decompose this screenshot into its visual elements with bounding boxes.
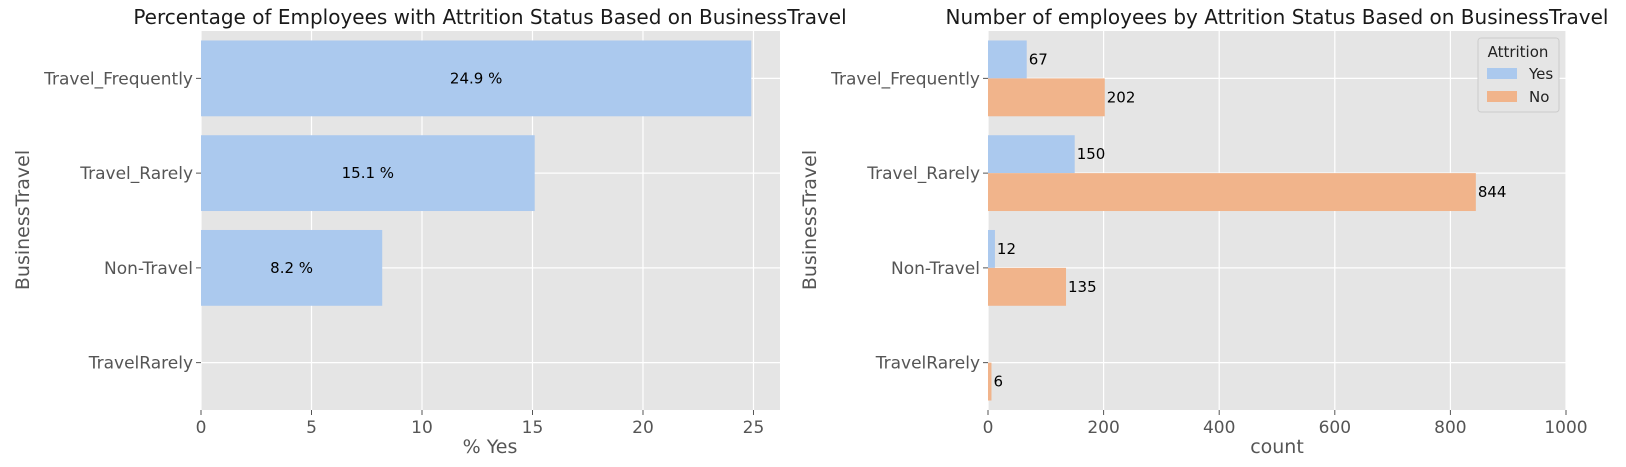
tick-label: 0 — [983, 418, 994, 438]
bar-travel-frequently-no — [988, 78, 1105, 117]
percentage-chart: 24.9 % 15.1 % 8.2 % 0 5 10 15 20 25 Travel_Freq… — [12, 5, 847, 458]
tick-label: 800 — [1434, 418, 1466, 438]
data-label-non-travel: 8.2 % — [270, 259, 313, 277]
data-label-non-travel-yes: 12 — [997, 240, 1016, 258]
tick-label: 20 — [632, 418, 654, 438]
bars: 24.9 % 15.1 % 8.2 % — [201, 40, 752, 306]
data-label-travel-frequently-no: 202 — [1107, 88, 1136, 106]
y-axis-label: BusinessTravel — [799, 150, 821, 290]
tick-label: 1000 — [1544, 418, 1587, 438]
data-label-travel-frequently-yes: 67 — [1029, 50, 1048, 68]
tick-label: 15 — [522, 418, 544, 438]
data-label-travel-frequently: 24.9 % — [450, 69, 502, 87]
x-axis-label: % Yes — [463, 436, 518, 458]
data-label-travel-rarely: 15.1 % — [342, 164, 394, 182]
tick-label: 200 — [1087, 418, 1119, 438]
legend: Attrition Yes No — [1477, 37, 1560, 113]
bar-travel-rarely-no — [988, 173, 1476, 212]
legend-label-yes: Yes — [1528, 65, 1553, 83]
bar-travel-rarely — [201, 135, 535, 212]
data-label-travelrarely-no: 6 — [993, 373, 1003, 391]
bar-non-travel-no — [988, 267, 1067, 306]
bars: 67 202 150 844 12 135 6 — [988, 40, 1507, 401]
tick-label: 600 — [1319, 418, 1351, 438]
tick-label: 400 — [1203, 418, 1235, 438]
chart-title: Number of employees by Attrition Status … — [946, 5, 1609, 29]
chart-title: Percentage of Employees with Attrition S… — [133, 5, 846, 29]
category-label-travel-frequently: Travel_Frequently — [43, 69, 193, 89]
category-label-non-travel: Non-Travel — [104, 259, 193, 279]
tick-label: 25 — [743, 418, 765, 438]
y-axis-label: BusinessTravel — [12, 150, 34, 290]
count-chart: 67 202 150 844 12 135 6 0 200 400 600 800 1000 Trav… — [799, 5, 1608, 458]
bar-travelrarely-no — [988, 362, 992, 401]
bar-travel-frequently-yes — [988, 40, 1027, 79]
category-label-non-travel: Non-Travel — [891, 259, 980, 279]
legend-swatch-yes — [1487, 68, 1517, 79]
bar-travel-frequently — [201, 40, 752, 117]
legend-label-no: No — [1529, 88, 1549, 106]
category-label-travelrarely: TravelRarely — [88, 354, 193, 374]
x-axis-ticks: 0 5 10 15 20 25 — [196, 410, 765, 438]
x-axis-ticks: 0 200 400 600 800 1000 — [983, 410, 1588, 438]
bar-non-travel-yes — [988, 229, 995, 268]
category-label-travel-rarely: Travel_Rarely — [79, 164, 193, 184]
category-label-travelrarely: TravelRarely — [875, 354, 980, 374]
legend-swatch-no — [1487, 91, 1517, 102]
tick-label: 5 — [306, 418, 317, 438]
tick-label: 0 — [196, 418, 207, 438]
tick-label: 10 — [411, 418, 433, 438]
data-label-travel-rarely-no: 844 — [1478, 183, 1507, 201]
x-axis-label: count — [1250, 436, 1304, 458]
data-label-travel-rarely-yes: 150 — [1077, 145, 1106, 163]
legend-title: Attrition — [1488, 43, 1549, 61]
bar-travel-rarely-yes — [988, 135, 1075, 174]
y-axis-ticks: Travel_Frequently Travel_Rarely Non-Travel… — [830, 69, 988, 374]
bar-non-travel — [201, 229, 383, 306]
category-label-travel-frequently: Travel_Frequently — [830, 69, 980, 89]
y-axis-ticks: Travel_Frequently Travel_Rarely Non-Travel… — [43, 69, 201, 374]
data-label-non-travel-no: 135 — [1068, 278, 1097, 296]
category-label-travel-rarely: Travel_Rarely — [866, 164, 980, 184]
